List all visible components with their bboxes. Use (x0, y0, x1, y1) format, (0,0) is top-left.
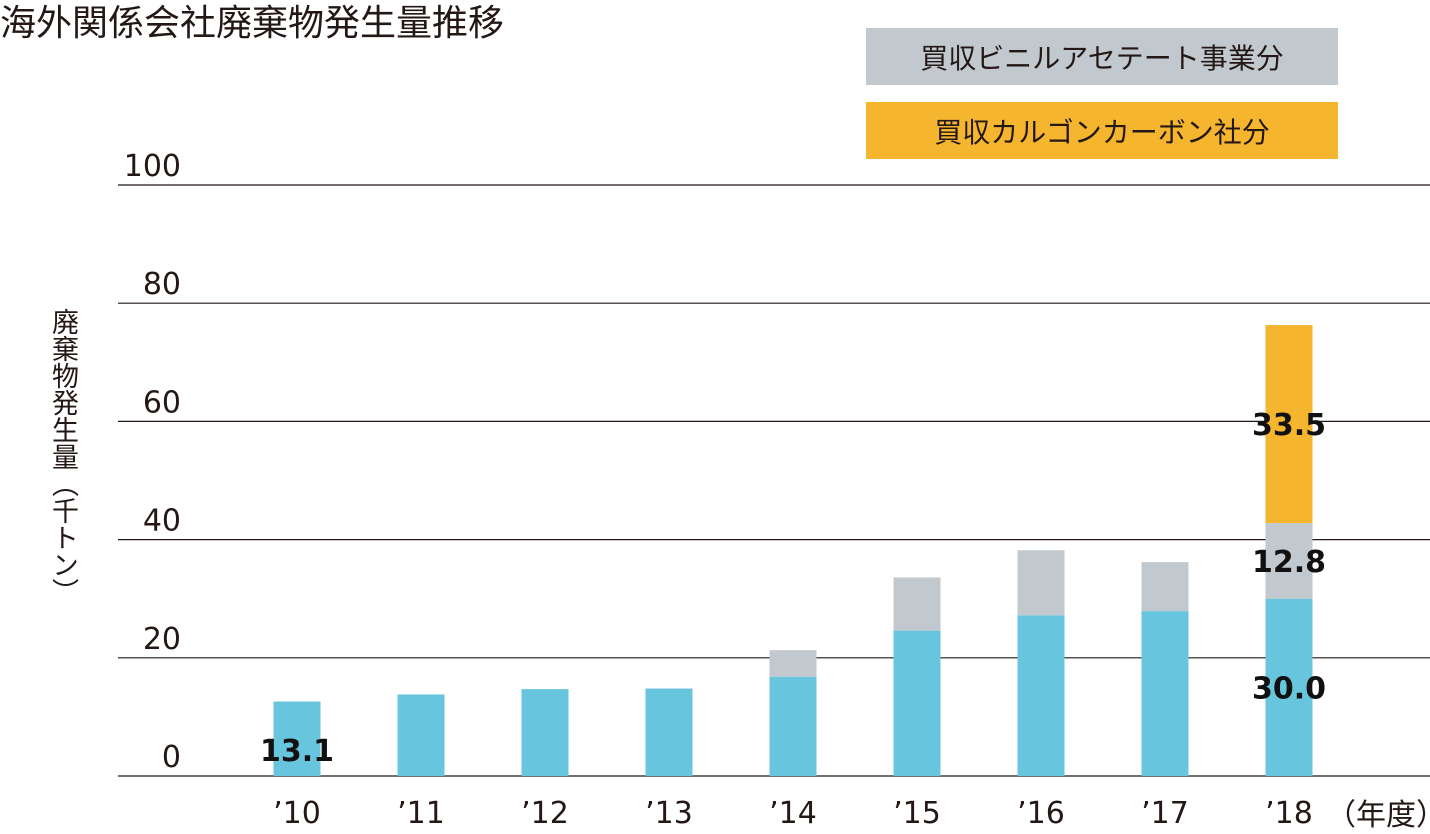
x-axis-unit: （年度） (1326, 798, 1430, 833)
data-label: 13.1 (260, 734, 334, 769)
bar-base-8 (1265, 598, 1313, 776)
bar-calgon_carbon-8 (1265, 325, 1313, 524)
y-tick-label: 20 (143, 622, 181, 657)
x-tick-label: ’12 (521, 796, 569, 831)
legend-vinyl-acetate-label: 買収ビニルアセテート事業分 (920, 41, 1284, 75)
data-labels: 13.1 30.0 12.8 33.5 (260, 408, 1326, 769)
x-tick-label: ’15 (893, 796, 941, 831)
data-label: 12.8 (1252, 545, 1326, 580)
legend-calgon-carbon: 買収カルゴンカーボン社分 (866, 102, 1338, 159)
bars (273, 325, 1313, 776)
y-tick-label: 80 (143, 267, 181, 302)
bar-base-2 (521, 689, 569, 776)
y-tick-label: 60 (143, 385, 181, 420)
data-label: 30.0 (1252, 671, 1326, 706)
x-tick-label: ’17 (1141, 796, 1189, 831)
y-axis-label: 廃棄物発生量（千トン） (47, 308, 78, 605)
x-tick-label: ’11 (397, 796, 445, 831)
y-tick-label: 100 (124, 149, 181, 184)
bar-base-6 (1017, 615, 1065, 776)
bar-vinyl_acetate-7 (1141, 562, 1189, 612)
x-tick-label: ’13 (645, 796, 693, 831)
bar-base-5 (893, 630, 941, 776)
x-tick-label: ’16 (1017, 796, 1065, 831)
bar-vinyl_acetate-4 (769, 650, 817, 677)
bar-vinyl_acetate-6 (1017, 550, 1065, 616)
y-axis-ticks: 0 20 40 60 80 100 (124, 149, 181, 775)
x-tick-label: ’10 (273, 796, 321, 831)
y-tick-label: 0 (162, 740, 181, 775)
chart-title: 海外関係会社廃棄物発生量推移 (0, 3, 505, 44)
bar-vinyl_acetate-8 (1265, 523, 1313, 599)
x-tick-label: ’18 (1265, 796, 1313, 831)
x-tick-label: ’14 (769, 796, 817, 831)
y-tick-label: 40 (143, 504, 181, 539)
bar-vinyl_acetate-5 (893, 577, 941, 631)
legend-vinyl-acetate: 買収ビニルアセテート事業分 (866, 28, 1338, 85)
bar-base-7 (1141, 611, 1189, 776)
data-label: 33.5 (1252, 408, 1326, 443)
bar-base-1 (397, 694, 445, 776)
bar-base-3 (645, 688, 693, 776)
legend-calgon-carbon-label: 買収カルゴンカーボン社分 (934, 115, 1270, 149)
bar-base-0 (273, 701, 321, 776)
x-axis-ticks: ’10 ’11 ’12 ’13 ’14 ’15 ’16 ’17 ’18 (273, 796, 1313, 831)
bar-base-4 (769, 676, 817, 776)
